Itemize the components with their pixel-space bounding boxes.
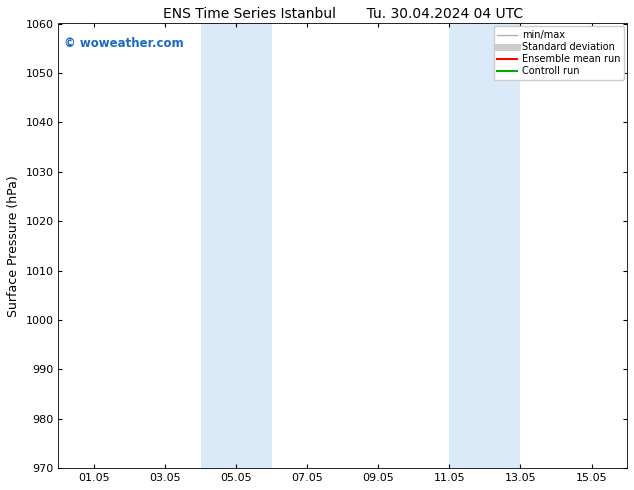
Text: © woweather.com: © woweather.com [64,37,184,50]
Title: ENS Time Series Istanbul       Tu. 30.04.2024 04 UTC: ENS Time Series Istanbul Tu. 30.04.2024 … [163,7,523,21]
Legend: min/max, Standard deviation, Ensemble mean run, Controll run: min/max, Standard deviation, Ensemble me… [493,26,624,80]
Y-axis label: Surface Pressure (hPa): Surface Pressure (hPa) [7,175,20,317]
Bar [450,24,521,468]
Bar [200,24,272,468]
